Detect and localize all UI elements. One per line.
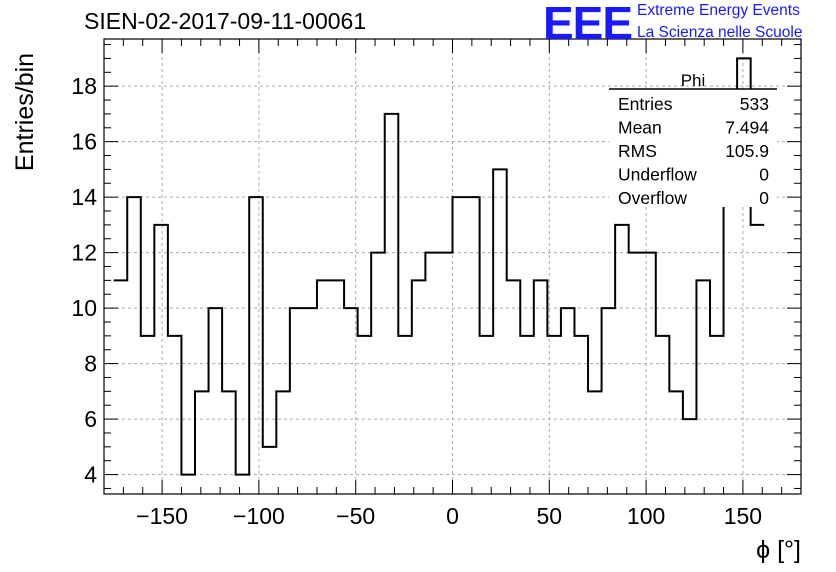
y-tick-label: 18 — [71, 73, 97, 99]
y-tick-label: 10 — [71, 295, 97, 321]
stats-row-value: 0 — [759, 188, 769, 208]
y-tick-label: 12 — [71, 240, 97, 266]
eee-logo-line-2: La Scienza nelle Scuole — [637, 24, 803, 41]
x-tick-labels: −150 −100 −50 0 50 100 150 — [136, 503, 762, 529]
stats-row-value: 105.9 — [725, 141, 769, 161]
stats-row-label: Mean — [618, 118, 662, 138]
x-tick-label: −100 — [233, 503, 285, 529]
stats-row-value: 0 — [759, 165, 769, 185]
x-tick-label: 100 — [627, 503, 665, 529]
x-tick-label: 50 — [537, 503, 563, 529]
axis-ticks — [103, 39, 802, 494]
stats-box: Phi Entries 533 Mean 7.494 RMS 105.9 Underflow… — [609, 71, 777, 208]
y-tick-label: 14 — [71, 184, 97, 210]
y-tick-label: 4 — [84, 462, 97, 488]
y-tick-label: 6 — [84, 406, 97, 432]
x-tick-label: 150 — [724, 503, 762, 529]
y-tick-label: 8 — [84, 351, 97, 377]
stats-rows: Entries 533 Mean 7.494 RMS 105.9 Underflow 0 Ove… — [618, 94, 769, 208]
eee-logo: EEE — [543, 0, 633, 49]
chart-title: SIEN-02-2017-09-11-00061 — [84, 8, 367, 34]
stats-row-label: Underflow — [618, 165, 697, 185]
x-tick-label: 0 — [446, 503, 459, 529]
stats-box-background — [609, 89, 777, 207]
stats-row-label: Entries — [618, 94, 673, 114]
eee-logo-line-1: Extreme Energy Events — [637, 2, 800, 19]
y-axis-label: Entries/bin — [11, 53, 39, 171]
stats-row-label: Overflow — [618, 188, 687, 208]
x-axis-label: ϕ [°] — [756, 536, 801, 564]
histogram-line — [113, 57, 765, 476]
stats-row-value: 533 — [740, 94, 769, 114]
y-tick-labels: 4 6 8 10 12 14 16 18 — [71, 73, 97, 487]
x-tick-label: −150 — [136, 503, 188, 529]
y-tick-label: 16 — [71, 129, 97, 155]
stats-title: Phi — [681, 71, 706, 90]
stats-row-value: 7.494 — [725, 118, 769, 138]
stats-row-label: RMS — [618, 141, 657, 161]
x-tick-label: −50 — [336, 503, 375, 529]
